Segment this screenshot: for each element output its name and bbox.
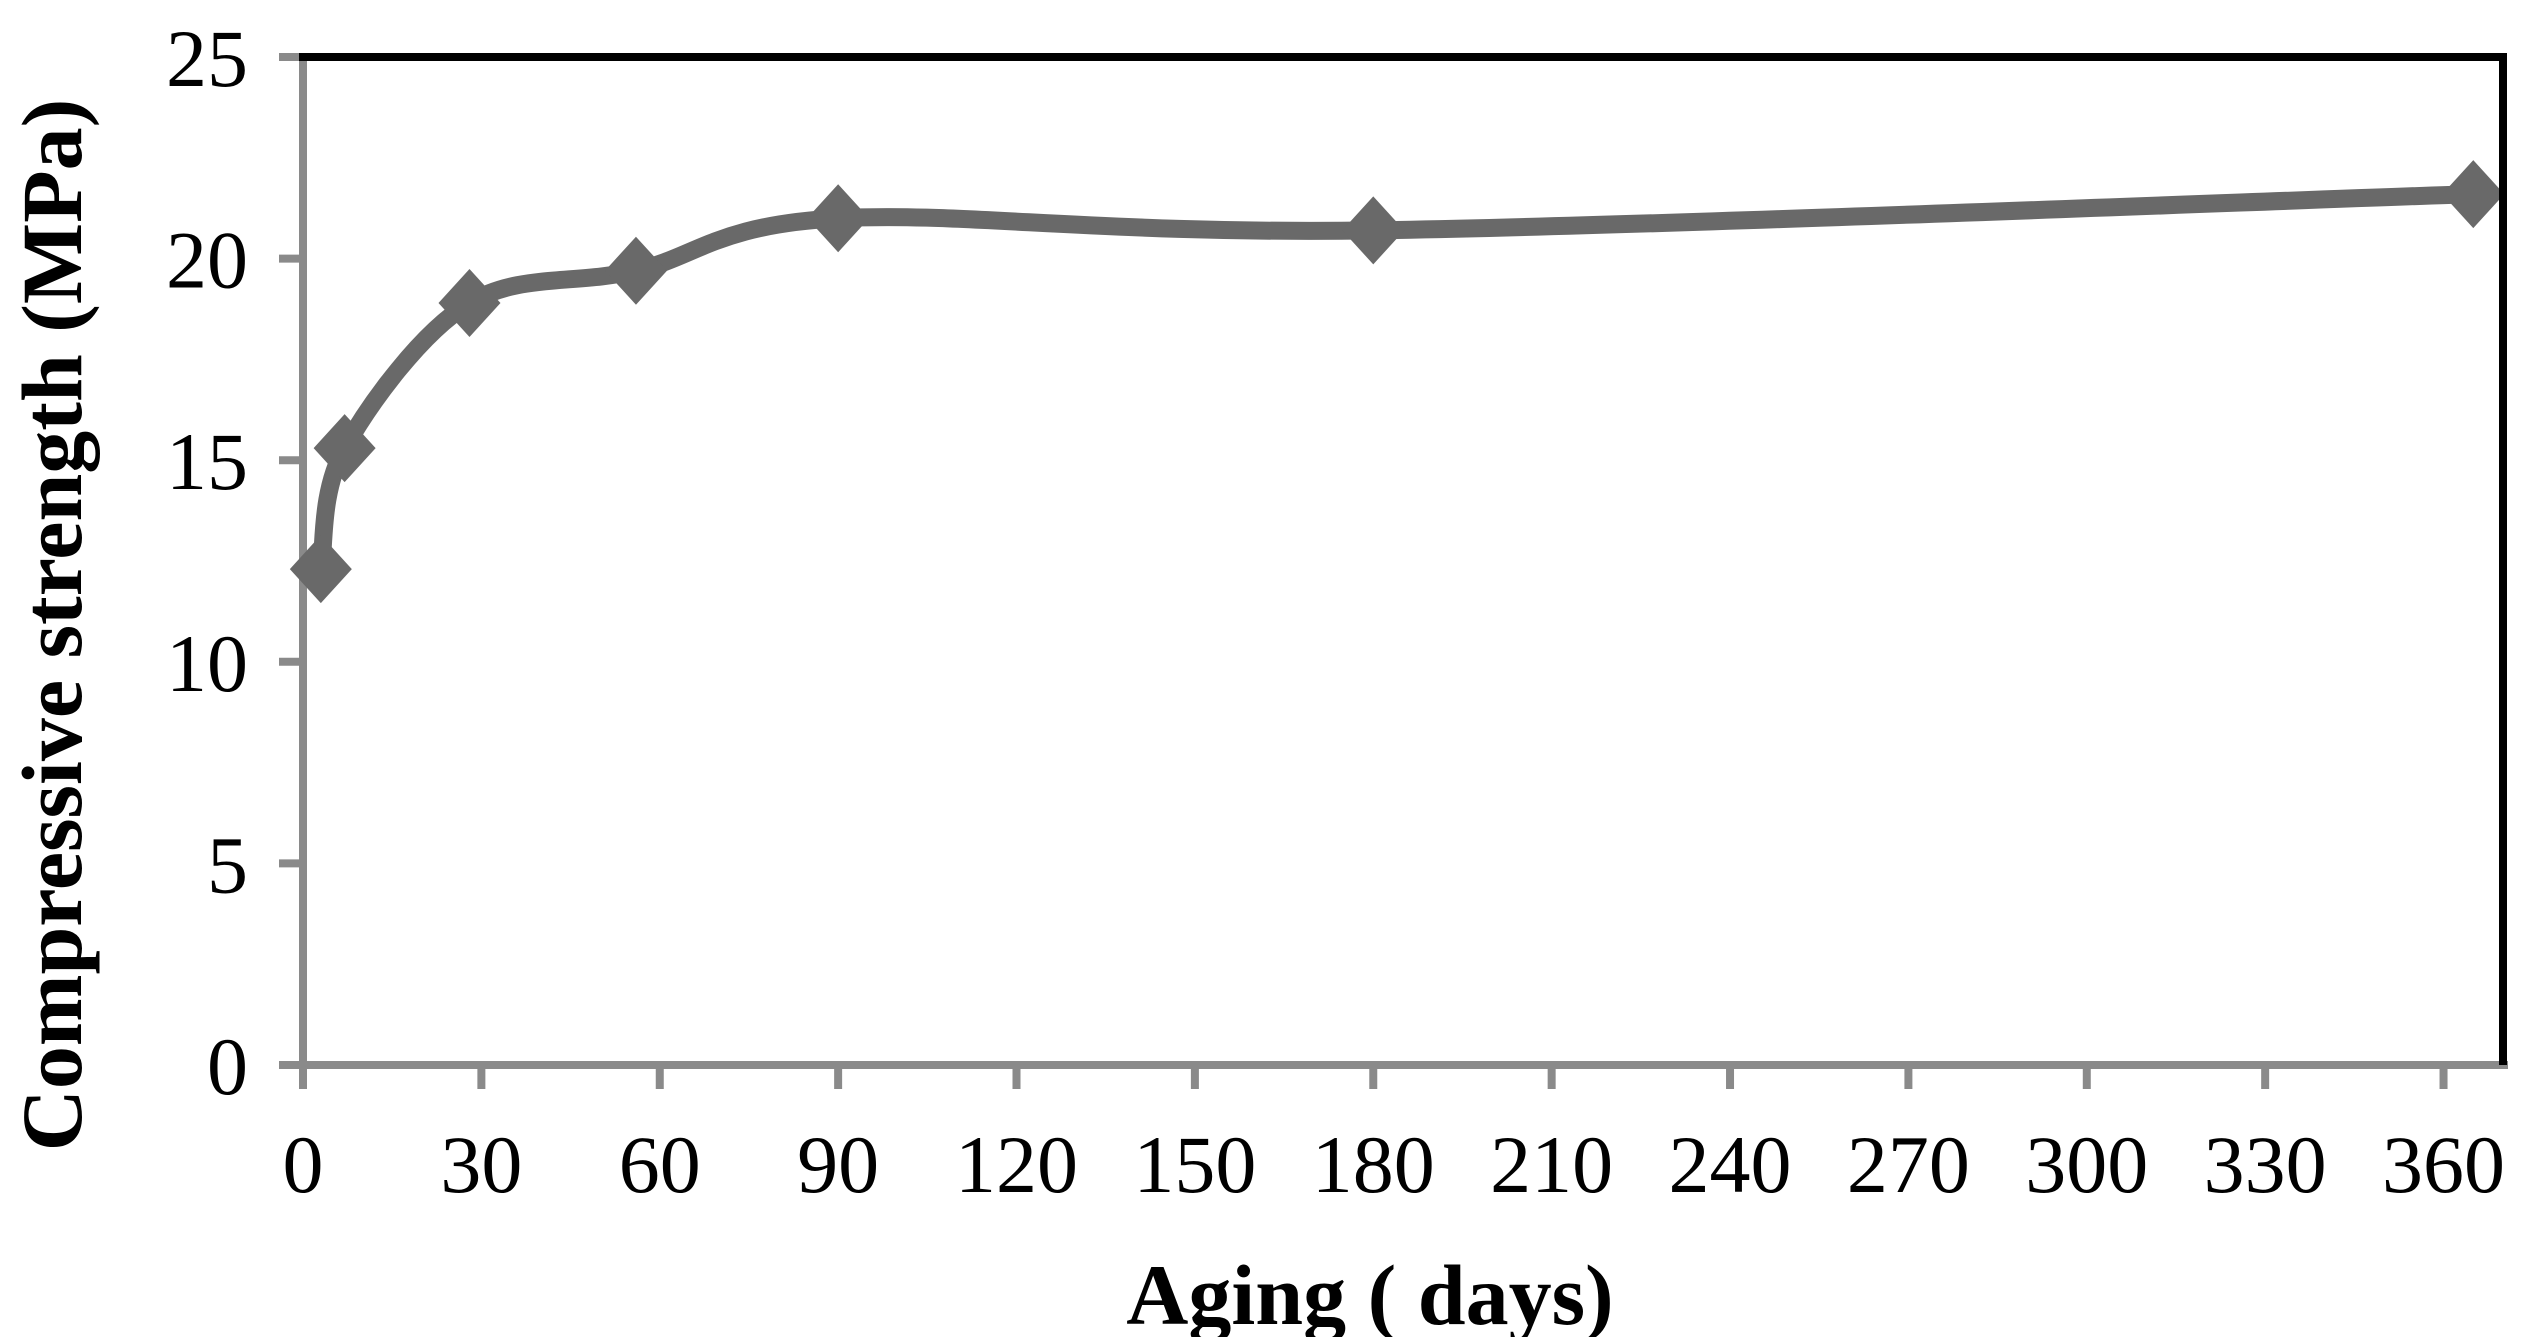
- y-tick-label: 20: [166, 215, 248, 306]
- y-tick-label: 15: [166, 416, 248, 507]
- data-point-marker: [807, 184, 870, 253]
- x-axis-title: Aging ( days): [1126, 1247, 1614, 1337]
- x-tick-label: 300: [2025, 1119, 2148, 1210]
- x-tick-label: 120: [955, 1119, 1078, 1210]
- data-point-marker: [438, 268, 501, 337]
- data-point-marker: [313, 414, 376, 483]
- x-tick-label: 210: [1490, 1119, 1613, 1210]
- data-point-marker: [2442, 160, 2505, 229]
- x-tick-label: 30: [440, 1119, 522, 1210]
- x-tick-label: 180: [1312, 1119, 1435, 1210]
- x-tick-label: 0: [283, 1119, 324, 1210]
- data-point-marker: [289, 535, 352, 604]
- data-point-marker: [1342, 196, 1405, 265]
- y-tick-label: 5: [207, 819, 248, 910]
- x-tick-label: 60: [619, 1119, 701, 1210]
- x-tick-label: 330: [2204, 1119, 2327, 1210]
- x-tick-label: 240: [1669, 1119, 1792, 1210]
- y-tick-label: 0: [207, 1021, 248, 1112]
- x-tick-label: 150: [1133, 1119, 1256, 1210]
- data-point-marker: [604, 236, 667, 305]
- y-tick-label: 25: [166, 13, 248, 104]
- y-axis-title: Compressive strength (MPa): [4, 98, 100, 1152]
- x-tick-label: 360: [2382, 1119, 2505, 1210]
- x-tick-label: 270: [1847, 1119, 1970, 1210]
- x-tick-label: 90: [797, 1119, 879, 1210]
- y-tick-label: 10: [166, 618, 248, 709]
